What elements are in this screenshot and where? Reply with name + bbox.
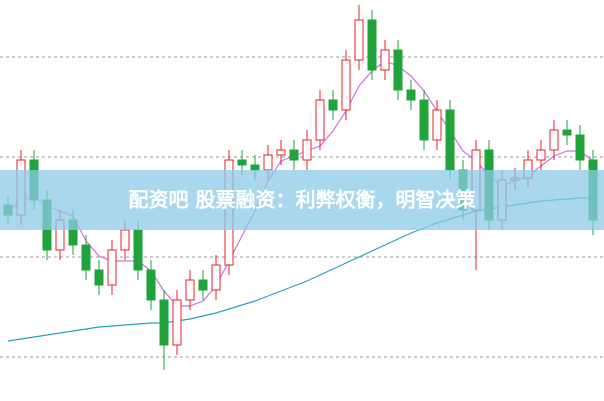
candle-body <box>211 264 221 291</box>
candle-body <box>549 129 559 151</box>
candle-body <box>393 49 403 91</box>
candle-body <box>328 99 338 111</box>
candle-body <box>406 89 416 101</box>
candle-body <box>120 229 130 251</box>
candle-body <box>302 139 312 161</box>
candle-body <box>380 49 390 71</box>
candle-body <box>94 269 104 286</box>
candle-body <box>146 269 156 301</box>
candle-body <box>107 249 117 286</box>
candle-body <box>536 149 546 161</box>
candle-body <box>133 229 143 271</box>
candle-body <box>237 159 247 166</box>
candle-body <box>432 109 442 141</box>
candle-body <box>289 149 299 161</box>
candle-body <box>263 154 273 171</box>
banner <box>0 170 604 230</box>
candle-body <box>81 244 91 271</box>
candle-body <box>445 109 455 171</box>
candle-body <box>562 129 572 136</box>
candle-body <box>250 164 260 171</box>
candle-body <box>367 19 377 71</box>
banner-title: 配资吧 股票融资：利弊权衡，明智决策 <box>129 188 477 212</box>
candle-body <box>341 59 351 111</box>
candle-body <box>419 99 429 141</box>
candle-body <box>172 299 182 346</box>
candle-body <box>198 279 208 291</box>
candle-body <box>354 19 364 61</box>
candle-body <box>276 149 286 156</box>
candle-body <box>575 134 585 161</box>
candle-body <box>159 299 169 346</box>
candle-body <box>185 279 195 301</box>
candle-body <box>315 99 325 141</box>
